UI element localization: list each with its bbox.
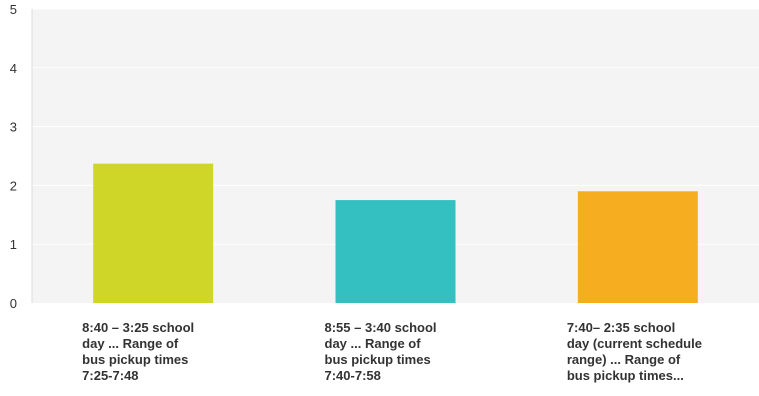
bar xyxy=(93,163,214,303)
y-tick-label: 2 xyxy=(10,178,17,193)
x-tick-label: 7:40– 2:35 school day (current schedule … xyxy=(566,320,702,383)
x-tick-label: 8:40 – 3:25 school day ... Range of bus … xyxy=(82,320,195,383)
x-tick-label: 8:55 – 3:40 school day ... Range of bus … xyxy=(324,320,437,383)
bar xyxy=(577,191,698,303)
y-axis-ticks: 0 1 2 3 4 5 xyxy=(10,2,17,311)
y-tick-label: 3 xyxy=(10,120,17,135)
y-tick-label: 1 xyxy=(10,237,17,252)
y-tick-label: 0 xyxy=(10,296,17,311)
bar xyxy=(335,200,456,303)
y-tick-label: 5 xyxy=(10,2,17,17)
bars xyxy=(93,163,698,303)
y-tick-label: 4 xyxy=(10,61,17,76)
